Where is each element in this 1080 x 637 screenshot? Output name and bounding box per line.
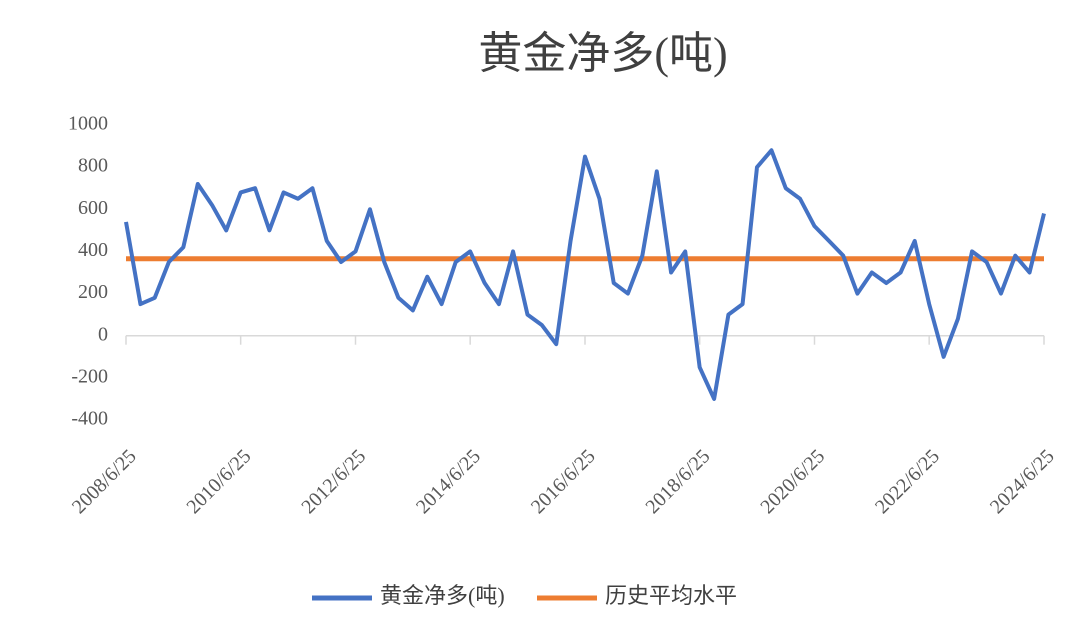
- y-tick-label: 1000: [68, 113, 108, 135]
- x-tick-label: 2010/6/25: [183, 445, 256, 518]
- x-tick-label: 2018/6/25: [642, 445, 715, 518]
- y-tick-label: 800: [78, 155, 108, 177]
- chart-title: 黄金净多(吨): [478, 29, 727, 78]
- x-tick-label: 2020/6/25: [756, 445, 829, 518]
- x-tick-label: 2014/6/25: [412, 445, 485, 518]
- y-tick-label: 200: [78, 281, 108, 303]
- y-tick-label: 400: [78, 239, 108, 261]
- x-tick-label: 2008/6/25: [68, 445, 141, 518]
- x-tick-label: 2024/6/25: [986, 445, 1059, 518]
- y-tick-label: 600: [78, 197, 108, 219]
- legend-label: 历史平均水平: [605, 583, 737, 608]
- y-tick-label: -400: [71, 408, 108, 430]
- y-tick-label: -200: [71, 365, 108, 387]
- y-tick-label: 0: [98, 323, 108, 345]
- x-tick-label: 2022/6/25: [871, 445, 944, 518]
- legend-label: 黄金净多(吨): [380, 583, 505, 608]
- x-tick-label: 2012/6/25: [297, 445, 370, 518]
- x-tick-label: 2016/6/25: [527, 445, 600, 518]
- series-line: [124, 148, 1046, 401]
